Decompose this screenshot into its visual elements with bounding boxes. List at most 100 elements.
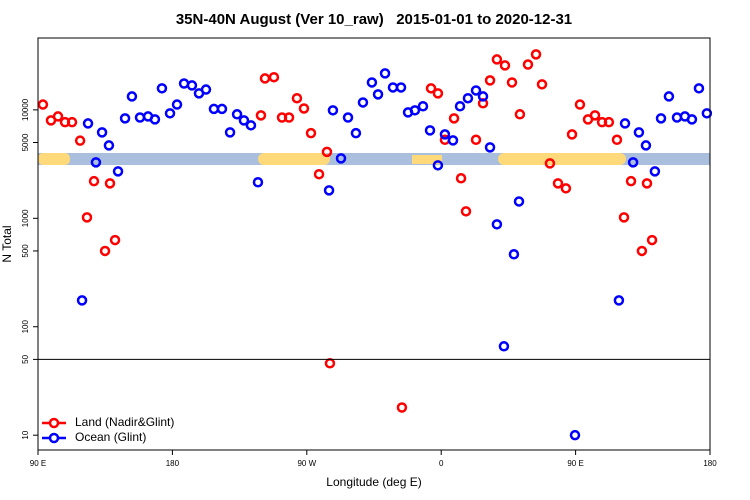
x-axis-label: Longitude (deg E) [326, 475, 421, 489]
point [186, 80, 198, 91]
point [646, 234, 658, 246]
point [566, 129, 578, 140]
point [439, 129, 451, 140]
point [350, 127, 362, 139]
land-band [498, 153, 626, 165]
point [470, 85, 482, 96]
x-tick-label: 90 W [297, 459, 316, 468]
point [506, 77, 518, 88]
point [259, 73, 271, 84]
point [305, 127, 317, 139]
point [200, 84, 212, 95]
point [379, 68, 391, 79]
point [164, 108, 176, 119]
point [641, 178, 653, 189]
point [252, 177, 264, 188]
point [156, 83, 168, 94]
chart-title: 35N-40N August (Ver 10_raw) 2015-01-01 t… [176, 11, 572, 28]
point [530, 49, 542, 60]
land-ocean-band [38, 153, 710, 165]
point [425, 83, 437, 94]
y-tick-label: 100 [21, 320, 30, 334]
point [470, 134, 482, 146]
legend-marker [48, 432, 60, 444]
point [90, 157, 102, 168]
point [454, 100, 466, 112]
point [313, 168, 325, 180]
point [686, 114, 698, 125]
point [432, 160, 444, 171]
point [627, 157, 639, 168]
point [613, 295, 625, 306]
point [603, 116, 615, 128]
point [693, 83, 705, 94]
point [432, 88, 444, 99]
point [321, 146, 333, 158]
point [238, 115, 250, 126]
y-tick-label: 500 [21, 244, 30, 258]
point [625, 175, 637, 187]
point [88, 175, 100, 187]
point [513, 196, 525, 207]
point [514, 109, 526, 120]
point [324, 358, 336, 369]
point [216, 103, 228, 115]
point [291, 92, 303, 104]
x-tick-label: 90 E [30, 459, 46, 468]
point [74, 135, 86, 146]
point [109, 234, 121, 246]
point [366, 77, 378, 88]
point [701, 108, 713, 119]
x-tick-label: 0 [439, 459, 444, 468]
point [491, 54, 503, 65]
plot-frame [37, 37, 711, 451]
point [96, 127, 108, 138]
point [255, 110, 267, 121]
point [484, 75, 496, 86]
point [409, 105, 421, 116]
point [335, 153, 347, 164]
y-tick-label: 50 [21, 354, 30, 363]
point [224, 127, 236, 138]
point [552, 178, 564, 189]
point [396, 402, 408, 413]
point [544, 158, 556, 169]
x-tick-label: 180 [703, 459, 717, 468]
point [104, 178, 116, 189]
point [574, 99, 586, 110]
x-tick-label: 180 [166, 459, 180, 468]
point [498, 341, 510, 352]
land-band [258, 153, 330, 165]
land-band [38, 153, 70, 165]
point [633, 127, 645, 138]
point [619, 118, 631, 129]
point [460, 206, 472, 217]
point [208, 103, 220, 115]
point [149, 114, 161, 125]
point [462, 92, 474, 104]
y-tick-label: 1000 [21, 209, 30, 227]
point [499, 60, 511, 71]
point [560, 183, 572, 194]
y-tick-label: 5000 [21, 133, 30, 151]
point [424, 125, 436, 136]
point [126, 91, 138, 102]
point [357, 97, 369, 108]
legend-label: Ocean (Glint) [75, 430, 146, 444]
plot-area [37, 49, 713, 441]
y-tick-label: 10 [21, 430, 30, 439]
point [448, 113, 460, 124]
x-tick-label: 90 E [567, 459, 583, 468]
point [618, 212, 630, 223]
point [66, 116, 78, 128]
point [134, 112, 146, 123]
point [342, 112, 354, 123]
legend-marker [48, 417, 60, 429]
point [81, 212, 93, 223]
point [522, 59, 534, 70]
point [589, 110, 601, 121]
land-band [412, 155, 442, 164]
point [655, 113, 667, 124]
point [298, 103, 310, 114]
